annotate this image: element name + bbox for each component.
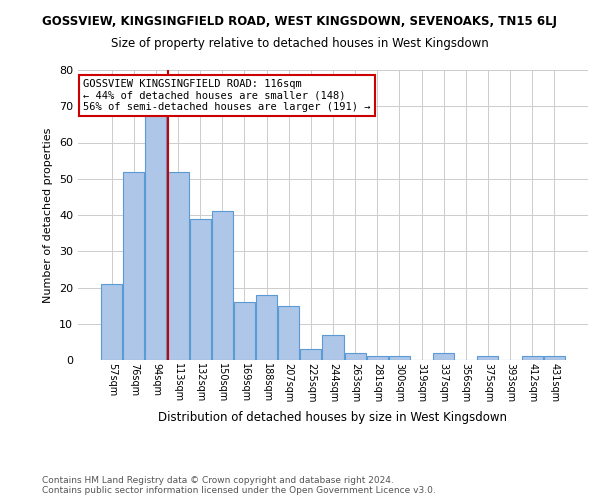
Y-axis label: Number of detached properties: Number of detached properties	[43, 128, 53, 302]
Bar	[124, 172, 145, 360]
Bar	[478, 356, 499, 360]
Bar	[433, 353, 454, 360]
Bar	[167, 172, 188, 360]
Bar	[190, 218, 211, 360]
Bar	[256, 294, 277, 360]
Bar	[544, 356, 565, 360]
Bar	[367, 356, 388, 360]
Bar	[344, 353, 365, 360]
Bar	[278, 306, 299, 360]
Bar	[212, 212, 233, 360]
Bar	[521, 356, 542, 360]
Bar	[389, 356, 410, 360]
Bar	[234, 302, 255, 360]
Bar	[101, 284, 122, 360]
Bar	[322, 334, 344, 360]
Bar	[301, 349, 322, 360]
Text: Size of property relative to detached houses in West Kingsdown: Size of property relative to detached ho…	[111, 38, 489, 51]
Text: Contains HM Land Registry data © Crown copyright and database right 2024.
Contai: Contains HM Land Registry data © Crown c…	[42, 476, 436, 495]
Text: GOSSVIEW KINGSINGFIELD ROAD: 116sqm
← 44% of detached houses are smaller (148)
5: GOSSVIEW KINGSINGFIELD ROAD: 116sqm ← 44…	[83, 78, 371, 112]
Text: GOSSVIEW, KINGSINGFIELD ROAD, WEST KINGSDOWN, SEVENOAKS, TN15 6LJ: GOSSVIEW, KINGSINGFIELD ROAD, WEST KINGS…	[43, 15, 557, 28]
X-axis label: Distribution of detached houses by size in West Kingsdown: Distribution of detached houses by size …	[158, 410, 508, 424]
Bar	[145, 114, 166, 360]
